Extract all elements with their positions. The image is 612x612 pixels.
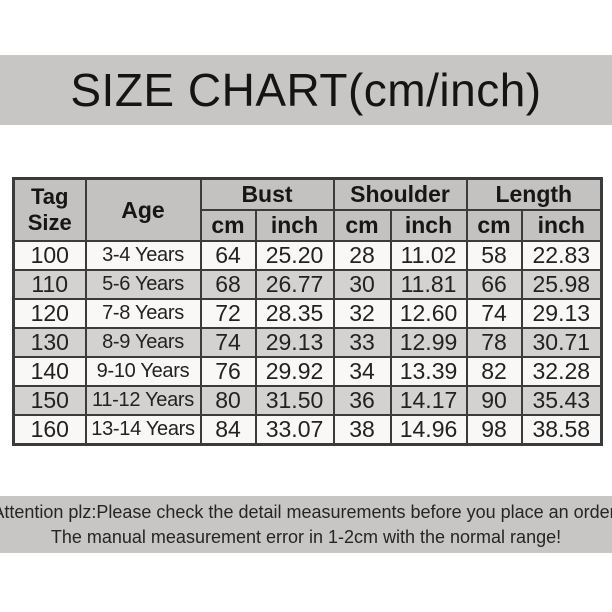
header-shoulder-inch: inch: [389, 209, 468, 242]
table-row: 150 11-12 Years 80 31.50 36 14.17 90 35.…: [12, 385, 603, 416]
header-length-cm: cm: [465, 209, 523, 242]
bust-inch-cell: 28.35: [254, 298, 335, 329]
shoulder-inch-cell: 11.81: [389, 269, 468, 300]
header-length: Length: [465, 177, 603, 211]
bust-inch-cell: 26.77: [254, 269, 335, 300]
length-inch-cell: 29.13: [520, 298, 603, 329]
shoulder-cm-cell: 34: [332, 356, 392, 387]
age-cell: 13-14 Years: [84, 414, 202, 446]
length-inch-cell: 32.28: [520, 356, 603, 387]
shoulder-cm-cell: 28: [332, 240, 392, 271]
shoulder-inch-cell: 12.60: [389, 298, 468, 329]
header-bust: Bust: [199, 177, 335, 211]
shoulder-cm-cell: 38: [332, 414, 392, 446]
bust-cm-cell: 64: [199, 240, 257, 271]
age-cell: 7-8 Years: [84, 298, 202, 329]
bust-inch-cell: 29.13: [254, 327, 335, 358]
age-cell: 8-9 Years: [84, 327, 202, 358]
attention-note-band: Attention plz:Please check the detail me…: [0, 496, 612, 553]
header-bust-inch: inch: [254, 209, 335, 242]
length-cm-cell: 58: [465, 240, 523, 271]
header-tag-line1: Tag: [31, 184, 69, 209]
length-cm-cell: 90: [465, 385, 523, 416]
length-inch-cell: 38.58: [520, 414, 603, 446]
bust-cm-cell: 68: [199, 269, 257, 300]
length-cm-cell: 82: [465, 356, 523, 387]
length-inch-cell: 30.71: [520, 327, 603, 358]
page-title: SIZE CHART(cm/inch): [70, 64, 542, 116]
shoulder-inch-cell: 13.39: [389, 356, 468, 387]
shoulder-cm-cell: 32: [332, 298, 392, 329]
bust-cm-cell: 74: [199, 327, 257, 358]
table-body: 100 3-4 Years 64 25.20 28 11.02 58 22.83…: [12, 240, 603, 446]
shoulder-cm-cell: 30: [332, 269, 392, 300]
tag-size-cell: 160: [12, 414, 87, 446]
shoulder-inch-cell: 14.17: [389, 385, 468, 416]
bust-inch-cell: 25.20: [254, 240, 335, 271]
shoulder-cm-cell: 33: [332, 327, 392, 358]
table-row: 130 8-9 Years 74 29.13 33 12.99 78 30.71: [12, 327, 603, 358]
bust-inch-cell: 33.07: [254, 414, 335, 446]
table-row: 160 13-14 Years 84 33.07 38 14.96 98 38.…: [12, 414, 603, 446]
bust-inch-cell: 29.92: [254, 356, 335, 387]
age-cell: 11-12 Years: [84, 385, 202, 416]
length-cm-cell: 74: [465, 298, 523, 329]
header-shoulder: Shoulder: [332, 177, 468, 211]
length-cm-cell: 66: [465, 269, 523, 300]
header-tag-size: Tag Size: [12, 177, 87, 242]
header-age: Age: [84, 177, 202, 242]
title-band: SIZE CHART(cm/inch): [0, 55, 612, 125]
shoulder-inch-cell: 14.96: [389, 414, 468, 446]
table-row: 100 3-4 Years 64 25.20 28 11.02 58 22.83: [12, 240, 603, 271]
tag-size-cell: 140: [12, 356, 87, 387]
tag-size-cell: 120: [12, 298, 87, 329]
table-row: 120 7-8 Years 72 28.35 32 12.60 74 29.13: [12, 298, 603, 329]
age-cell: 5-6 Years: [84, 269, 202, 300]
attention-note-line1: Attention plz:Please check the detail me…: [0, 501, 612, 522]
age-cell: 3-4 Years: [84, 240, 202, 271]
length-cm-cell: 78: [465, 327, 523, 358]
bust-cm-cell: 76: [199, 356, 257, 387]
shoulder-inch-cell: 12.99: [389, 327, 468, 358]
attention-note-line2: The manual measurement error in 1-2cm wi…: [50, 526, 562, 547]
table-header: Tag Size Age Bust Shoulder Length cm inc…: [12, 177, 603, 242]
bust-inch-cell: 31.50: [254, 385, 335, 416]
length-inch-cell: 25.98: [520, 269, 603, 300]
tag-size-cell: 110: [12, 269, 87, 300]
header-bust-cm: cm: [199, 209, 257, 242]
bust-cm-cell: 84: [199, 414, 257, 446]
size-chart-table: Tag Size Age Bust Shoulder Length cm inc…: [12, 177, 604, 446]
header-length-inch: inch: [520, 209, 603, 242]
tag-size-cell: 100: [12, 240, 87, 271]
length-inch-cell: 22.83: [520, 240, 603, 271]
header-tag-line2: Size: [27, 210, 72, 235]
table-row: 110 5-6 Years 68 26.77 30 11.81 66 25.98: [12, 269, 603, 300]
shoulder-cm-cell: 36: [332, 385, 392, 416]
table-row: 140 9-10 Years 76 29.92 34 13.39 82 32.2…: [12, 356, 603, 387]
header-shoulder-cm: cm: [332, 209, 392, 242]
tag-size-cell: 150: [12, 385, 87, 416]
tag-size-cell: 130: [12, 327, 87, 358]
length-cm-cell: 98: [465, 414, 523, 446]
shoulder-inch-cell: 11.02: [389, 240, 468, 271]
bust-cm-cell: 72: [199, 298, 257, 329]
age-cell: 9-10 Years: [84, 356, 202, 387]
length-inch-cell: 35.43: [520, 385, 603, 416]
bust-cm-cell: 80: [199, 385, 257, 416]
